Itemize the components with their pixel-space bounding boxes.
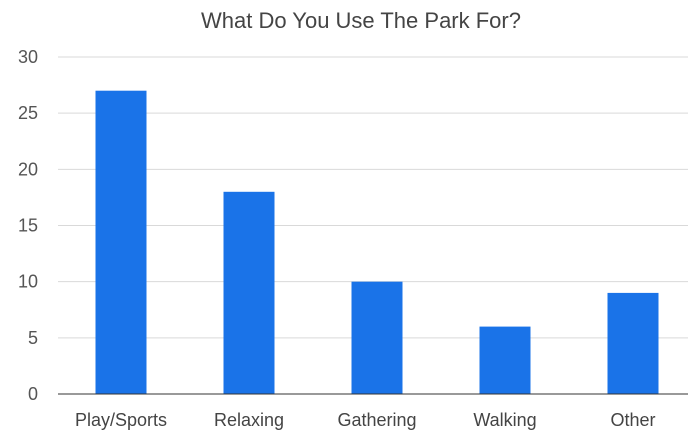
x-category-label: Other: [610, 410, 655, 430]
y-tick-label: 10: [18, 272, 38, 292]
bar-other: [607, 292, 659, 394]
y-tick-label: 15: [18, 216, 38, 236]
y-tick-label: 5: [28, 328, 38, 348]
x-category-label: Gathering: [337, 410, 416, 430]
y-axis-tick-labels: 0 5 10 15 20 25 30: [18, 47, 38, 404]
bar-play-sports: [95, 90, 147, 394]
x-category-label: Play/Sports: [75, 410, 167, 430]
x-axis-category-labels: Play/Sports Relaxing Gathering Walking Other: [75, 410, 656, 430]
chart-title: What Do You Use The Park For?: [201, 8, 521, 33]
gridlines: [58, 56, 688, 339]
x-category-label: Walking: [473, 410, 536, 430]
bar-gathering: [351, 281, 403, 394]
bars: [95, 90, 659, 394]
bar-relaxing: [223, 191, 275, 394]
y-tick-label: 30: [18, 47, 38, 67]
bar-walking: [479, 326, 531, 394]
y-tick-label: 25: [18, 103, 38, 123]
y-tick-label: 0: [28, 384, 38, 404]
y-tick-label: 20: [18, 159, 38, 179]
x-category-label: Relaxing: [214, 410, 284, 430]
